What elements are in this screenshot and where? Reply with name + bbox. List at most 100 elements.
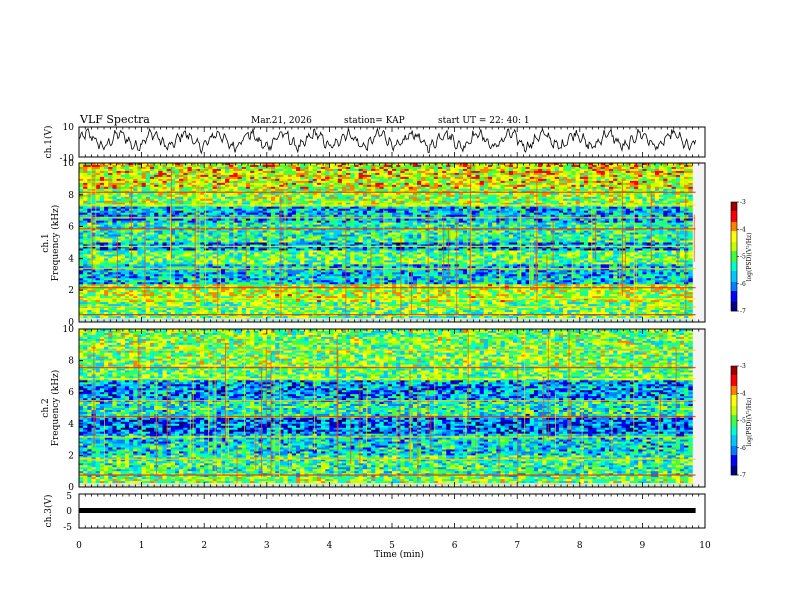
ch1-spectrogram-cell bbox=[592, 173, 596, 175]
ch1-spectrogram-cell bbox=[421, 179, 425, 181]
ch1-spectrogram-cell bbox=[571, 181, 575, 183]
ch1-spectrogram-cell bbox=[513, 181, 517, 183]
ch1-spectrogram-cell bbox=[188, 169, 192, 171]
ch1-spectrogram-cell bbox=[288, 185, 292, 187]
ch1-spectrogram-cell bbox=[400, 175, 404, 177]
ch1-spectrogram-cell bbox=[438, 199, 442, 201]
ch1-spectrogram-cell bbox=[542, 199, 546, 201]
ch1-spectrogram-cell bbox=[555, 177, 559, 179]
ch1-spectrogram-cell bbox=[100, 171, 104, 173]
ch1-spectrogram-cell bbox=[158, 195, 162, 197]
ch1-spectrogram-cell bbox=[275, 175, 279, 177]
ch1-spectrogram-cell bbox=[405, 167, 409, 169]
ch1-spectrogram-cell bbox=[300, 175, 304, 177]
ch1-spectrogram-cell bbox=[384, 177, 388, 179]
ch1-spectrogram-cell bbox=[409, 199, 413, 201]
ch1-spectrogram-cell bbox=[680, 187, 684, 189]
ch1-spectrogram-cell bbox=[375, 173, 379, 175]
ch1-spectrogram-cell bbox=[271, 183, 275, 185]
ch1-spectrogram-cell bbox=[688, 193, 692, 195]
ch1-spectrogram-cell bbox=[213, 197, 217, 199]
ch1-spectrogram-cell bbox=[455, 171, 459, 173]
ch1-spectrogram-cell bbox=[350, 169, 354, 171]
ch1-spectrogram-cell bbox=[501, 201, 505, 203]
ch1-spectrogram-cell bbox=[442, 197, 446, 199]
ch1-spectrogram-cell bbox=[313, 177, 317, 179]
ch1-spectrogram-cell bbox=[463, 201, 467, 203]
ch1-spectrogram-cell bbox=[125, 179, 129, 181]
ch1-spectrogram-cell bbox=[225, 185, 229, 187]
ch1-spectrogram-cell bbox=[421, 187, 425, 189]
ch1-spectrogram-cell bbox=[601, 177, 605, 179]
ch1-spectrogram-cell bbox=[213, 171, 217, 173]
ch1-spectrogram-cell bbox=[488, 171, 492, 173]
ch1-spectrogram-cell bbox=[576, 185, 580, 187]
ch1-spectrogram-cell bbox=[133, 193, 137, 195]
ch1-spectrogram-cell bbox=[609, 179, 613, 181]
ch1-spectrogram-cell bbox=[580, 175, 584, 177]
ch1-spectrogram-cell bbox=[655, 199, 659, 201]
ch1-spectrogram-cell bbox=[213, 177, 217, 179]
ch1-spectrogram-cell bbox=[475, 199, 479, 201]
ch1-spectrogram-cell bbox=[463, 167, 467, 169]
ch1-spectrogram-cell bbox=[601, 167, 605, 169]
ch1-spectrogram-cell bbox=[334, 179, 338, 181]
ch1-spectrogram-cell bbox=[617, 177, 621, 179]
ch1-spectrogram-cell bbox=[271, 199, 275, 201]
ch1-spectrogram-cell bbox=[354, 201, 358, 203]
ch1-spectrogram-cell bbox=[592, 181, 596, 183]
ch1-spectrogram-cell bbox=[488, 195, 492, 197]
ch1-spectrogram-cell bbox=[684, 195, 688, 197]
ch1-spectrogram-cell bbox=[263, 185, 267, 187]
ch1-spectrogram-cell bbox=[242, 207, 246, 209]
ch1-spectrogram-cell bbox=[580, 195, 584, 197]
ch1-spectrogram-cell bbox=[475, 201, 479, 203]
ch1-spectrogram-cell bbox=[192, 195, 196, 197]
ch1-spectrogram-cell bbox=[363, 185, 367, 187]
ch1-spectrogram-cell bbox=[121, 179, 125, 181]
ch1-spectrogram-cell bbox=[617, 199, 621, 201]
ch1-spectrogram-cell bbox=[446, 195, 450, 197]
ch1-spectrogram-cell bbox=[296, 181, 300, 183]
ch1-spectrogram-cell bbox=[242, 189, 246, 191]
ch1-spectrogram-cell bbox=[225, 169, 229, 171]
ch1-spectrogram-cell bbox=[208, 185, 212, 187]
ch1-spectrogram-cell bbox=[634, 175, 638, 177]
ch1-spectrogram-cell bbox=[392, 173, 396, 175]
ch1-spectrogram-cell bbox=[680, 177, 684, 179]
ch1-spectrogram-cell bbox=[475, 167, 479, 169]
ch1-spectrogram-cell bbox=[480, 175, 484, 177]
ch1-spectrogram-cell bbox=[334, 183, 338, 185]
ch1-spectrogram-cell bbox=[246, 169, 250, 171]
ch1-spectrogram-cell bbox=[463, 173, 467, 175]
ch1-spectrogram-cell bbox=[229, 201, 233, 203]
ch1-spectrogram-cell bbox=[233, 197, 237, 199]
ch1-spectrogram-cell bbox=[104, 201, 108, 203]
ch1-spectrogram-cell bbox=[576, 193, 580, 195]
ch1-spectrogram-cell bbox=[542, 187, 546, 189]
ch1-spectrogram-cell bbox=[626, 183, 630, 185]
ch1-spectrogram-cell bbox=[392, 185, 396, 187]
ch1-spectrogram-cell bbox=[112, 173, 116, 175]
ch1-spectrogram-cell bbox=[192, 189, 196, 191]
ch1-spectrogram-cell bbox=[79, 183, 83, 185]
ch1-spectrogram-cell bbox=[659, 189, 663, 191]
ch1-spectrogram-cell bbox=[480, 201, 484, 203]
ch1-spectrogram-cell bbox=[217, 171, 221, 173]
ch1-spectrogram-cell bbox=[79, 175, 83, 177]
ch1-spectrogram-cell bbox=[96, 185, 100, 187]
ch1-spectrogram-cell bbox=[559, 201, 563, 203]
ch1-spectrogram-cell bbox=[638, 183, 642, 185]
ch1-spectrogram-cell bbox=[492, 171, 496, 173]
ch1-spectrogram-cell bbox=[592, 199, 596, 201]
ch1-spectrogram-cell bbox=[626, 195, 630, 197]
ch1-spectrogram-cell bbox=[267, 173, 271, 175]
ch1-spectrogram-cell bbox=[505, 199, 509, 201]
ch1-spectrogram-cell bbox=[154, 189, 158, 191]
ch1-spectrogram-cell bbox=[162, 169, 166, 171]
ch1-spectrogram-cell bbox=[680, 171, 684, 173]
ch1-spectrogram-cell bbox=[254, 165, 258, 167]
ch1-spectrogram-cell bbox=[576, 183, 580, 185]
ch1-spectrogram-cell bbox=[238, 199, 242, 201]
ch1-spectrogram-cell bbox=[346, 169, 350, 171]
